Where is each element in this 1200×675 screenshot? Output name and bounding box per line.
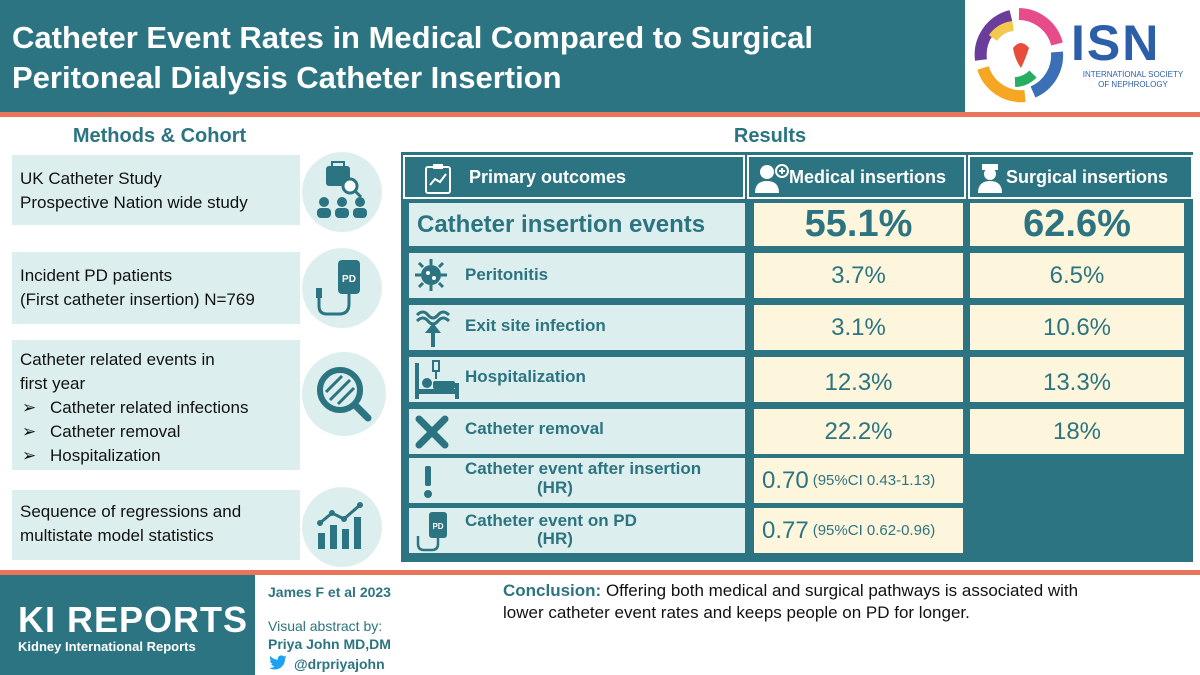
conclusion-line-1: Conclusion: Offering both medical and su… [503,580,1193,602]
pd-bag-small-icon: PD [416,512,447,552]
conclusion-text-1: Offering both medical and surgical pathw… [601,581,1079,600]
row-surgical-value: 6.5% [970,253,1184,298]
hr-ci: (95%CI 0.62-0.96) [812,522,936,539]
methods-bullet: ➢ Catheter removal [20,420,292,444]
methods-box-stats-line2: multistate model statistics [20,526,214,545]
row-medical-value: 3.7% [754,253,963,298]
row-hr-on-pd: PD Catheter event on PD (HR) [409,508,745,553]
row-sublabel: (HR) [537,529,573,548]
row-medical-value: 55.1% [754,203,963,246]
bullet-arrow-icon: ➢ [22,446,37,465]
isn-logo: ISN INTERNATIONAL SOCIETY OF NEPHROLOGY [965,0,1200,112]
study-icon [302,152,382,232]
header-divider [0,112,1200,117]
author: Priya John MD,DM [268,636,391,652]
methods-box-cohort: Incident PD patients (First catheter ins… [12,252,300,324]
methods-box-stats: Sequence of regressions and multistate m… [12,490,300,560]
title-line-2: Peritoneal Dialysis Catheter Insertion [12,60,562,95]
magnifier-icon [302,352,386,436]
methods-bullet: ➢ Hospitalization [20,444,292,468]
hospital-bed-icon [415,360,459,399]
stats-chart-icon [302,487,382,567]
exit-site-icon [415,310,451,347]
row-hr-after-insertion: Catheter event after insertion (HR) [409,458,745,503]
x-mark-icon [415,415,449,449]
page-title: Catheter Event Rates in Medical Compared… [12,18,962,98]
citation: James F et al 2023 [268,584,391,600]
col-medical-label: Medical insertions [789,166,947,187]
row-surgical-value: 13.3% [970,357,1184,402]
isn-sub-1: INTERNATIONAL SOCIETY [1082,70,1184,79]
isn-globe-icon [974,8,1064,103]
pd-bag-icon: PD [302,248,382,328]
conclusion-label: Conclusion: [503,581,602,600]
col-surgical-label: Surgical insertions [1006,166,1169,187]
methods-box-study-line1: UK Catheter Study [20,169,162,188]
hr-value-cell: 0.70 (95%CI 0.43-1.13) [754,458,963,503]
col-medical-header: Medical insertions [747,155,966,199]
bullet-text: Hospitalization [50,446,161,465]
row-label: Catheter removal [465,419,604,438]
results-title: Results [733,125,807,147]
methods-box-events-line1: Catheter related events in [20,350,215,369]
methods-box-study: UK Catheter Study Prospective Nation wid… [12,155,300,225]
exclamation-icon [424,466,432,498]
hr-value: 0.77 [762,516,809,544]
row-label: Catheter event on PD [465,511,637,530]
footer-divider [0,570,1200,575]
abstract-by: Visual abstract by: [268,618,383,634]
row-peritonitis: Peritonitis [409,253,745,298]
ki-reports-subtitle: Kidney International Reports [18,639,196,654]
isn-logo-subtitle: INTERNATIONAL SOCIETY OF NEPHROLOGY [1073,70,1193,90]
bullet-text: Catheter related infections [50,398,249,417]
svg-text:PD: PD [342,274,356,285]
row-medical-value: 12.3% [754,357,963,402]
conclusion-text-2: lower catheter event rates and keeps peo… [503,603,970,622]
row-medical-value: 3.1% [754,305,963,350]
row-label: Hospitalization [465,367,586,386]
methods-box-cohort-line1: Incident PD patients [20,266,173,285]
row-surgical-value: 10.6% [970,305,1184,350]
row-surgical-value: 62.6% [970,203,1184,246]
col-outcome-label: Primary outcomes [469,166,627,187]
methods-box-events: Catheter related events in first year ➢ C… [12,340,300,470]
row-surgical-value: 18% [970,409,1184,454]
row-label: Exit site infection [465,316,606,335]
title-line-1: Catheter Event Rates in Medical Compared… [12,20,814,55]
doctor-icon [755,164,789,193]
row-label: Catheter insertion events [409,203,745,246]
bullet-text: Catheter removal [50,422,181,441]
svg-text:PD: PD [432,522,443,531]
row-label: Peritonitis [465,265,549,284]
row-exit-site: Exit site infection [409,305,745,350]
methods-box-study-line2: Prospective Nation wide study [20,193,248,212]
ki-reports-brand: KI REPORTS [18,599,249,640]
methods-box-events-line2: first year [20,374,86,393]
methods-title: Methods & Cohort [72,125,247,147]
col-outcome-header: Primary outcomes [403,155,745,199]
row-hospitalization: Hospitalization [409,357,745,402]
bullet-arrow-icon: ➢ [22,422,37,441]
methods-box-stats-line1: Sequence of regressions and [20,502,242,521]
isn-sub-2: OF NEPHROLOGY [1098,80,1168,89]
row-sublabel: (HR) [537,478,573,497]
twitter-icon[interactable] [268,655,288,671]
row-catheter-removal: Catheter removal [409,409,745,454]
isn-logo-text: ISN [1071,15,1161,71]
bacteria-icon [415,259,447,291]
methods-bullet: ➢ Catheter related infections [20,396,292,420]
hr-value-cell: 0.77 (95%CI 0.62-0.96) [754,508,963,553]
col-surgical-header: Surgical insertions [968,155,1193,199]
methods-box-cohort-line2: (First catheter insertion) N=769 [20,290,255,309]
surgeon-icon [978,164,1002,193]
hr-ci: (95%CI 0.43-1.13) [812,472,936,489]
twitter-handle[interactable]: @drpriyajohn [294,656,385,672]
clipboard-chart-icon [425,164,451,194]
row-medical-value: 22.2% [754,409,963,454]
hr-value: 0.70 [762,466,809,494]
ki-reports-logo: KI REPORTS Kidney International Reports [0,575,255,675]
bullet-arrow-icon: ➢ [22,398,37,417]
conclusion: Conclusion: Offering both medical and su… [503,580,1193,624]
row-label: Catheter event after insertion [465,459,702,478]
